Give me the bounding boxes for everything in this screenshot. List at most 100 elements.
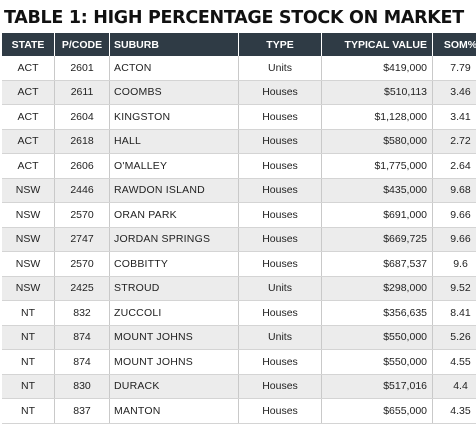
suburb-cell: JORDAN SPRINGS [110, 227, 239, 252]
typical-value-cell: $517,016 [322, 374, 433, 399]
state-cell: ACT [2, 105, 55, 130]
table-title: TABLE 1: HIGH PERCENTAGE STOCK ON MARKET [4, 5, 464, 31]
postcode-cell: 2446 [55, 178, 110, 203]
som-cell: 3.46 [433, 80, 476, 105]
suburb-cell: ACTON [110, 56, 239, 80]
type-cell: Houses [239, 301, 322, 326]
postcode-cell: 2606 [55, 154, 110, 179]
type-cell: Houses [239, 154, 322, 179]
som-cell: 9.66 [433, 227, 476, 252]
som-cell: 4.55 [433, 350, 476, 375]
suburb-cell: DURACK [110, 374, 239, 399]
som-cell: 8.41 [433, 301, 476, 326]
type-cell: Houses [239, 105, 322, 130]
postcode-cell: 832 [55, 301, 110, 326]
suburb-cell: ORAN PARK [110, 203, 239, 228]
typical-value-cell: $669,725 [322, 227, 433, 252]
postcode-cell: 874 [55, 350, 110, 375]
som-cell: 9.52 [433, 276, 476, 301]
type-cell: Units [239, 56, 322, 80]
typical-value-cell: $356,635 [322, 301, 433, 326]
type-cell: Houses [239, 129, 322, 154]
state-cell: NT [2, 301, 55, 326]
column-header-type: TYPE [239, 33, 322, 56]
typical-value-cell: $1,128,000 [322, 105, 433, 130]
state-cell: ACT [2, 80, 55, 105]
column-header-typical-value: TYPICAL VALUE [322, 33, 433, 56]
typical-value-cell: $419,000 [322, 56, 433, 80]
suburb-cell: KINGSTON [110, 105, 239, 130]
typical-value-cell: $510,113 [322, 80, 433, 105]
typical-value-cell: $550,000 [322, 350, 433, 375]
type-cell: Houses [239, 350, 322, 375]
typical-value-cell: $435,000 [322, 178, 433, 203]
som-cell: 9.68 [433, 178, 476, 203]
typical-value-cell: $1,775,000 [322, 154, 433, 179]
som-cell: 3.41 [433, 105, 476, 130]
som-cell: 4.4 [433, 374, 476, 399]
type-cell: Houses [239, 203, 322, 228]
suburb-cell: O'MALLEY [110, 154, 239, 179]
type-cell: Units [239, 325, 322, 350]
type-cell: Houses [239, 227, 322, 252]
postcode-cell: 2425 [55, 276, 110, 301]
column-header-state: STATE [2, 33, 55, 56]
typical-value-cell: $550,000 [322, 325, 433, 350]
postcode-cell: 2570 [55, 252, 110, 277]
suburb-cell: COOMBS [110, 80, 239, 105]
column-header-suburb: SUBURB [110, 33, 239, 56]
state-cell: NT [2, 350, 55, 375]
typical-value-cell: $691,000 [322, 203, 433, 228]
postcode-cell: 874 [55, 325, 110, 350]
column-header-postcode: P/CODE [55, 33, 110, 56]
state-cell: NSW [2, 178, 55, 203]
postcode-cell: 2570 [55, 203, 110, 228]
state-cell: ACT [2, 56, 55, 80]
state-cell: ACT [2, 129, 55, 154]
suburb-cell: MOUNT JOHNS [110, 350, 239, 375]
postcode-cell: 830 [55, 374, 110, 399]
som-cell: 9.66 [433, 203, 476, 228]
suburb-cell: COBBITTY [110, 252, 239, 277]
som-cell: 2.64 [433, 154, 476, 179]
table-header: STATE P/CODE SUBURB TYPE TYPICAL VALUE S… [2, 33, 476, 56]
som-cell: 9.6 [433, 252, 476, 277]
som-cell: 2.72 [433, 129, 476, 154]
suburb-cell: ZUCCOLI [110, 301, 239, 326]
state-cell: NSW [2, 203, 55, 228]
typical-value-cell: $298,000 [322, 276, 433, 301]
header-row: STATE P/CODE SUBURB TYPE TYPICAL VALUE S… [2, 33, 476, 56]
som-cell: 7.79 [433, 56, 476, 80]
state-cell: NT [2, 325, 55, 350]
typical-value-cell: $580,000 [322, 129, 433, 154]
type-cell: Houses [239, 252, 322, 277]
column-header-som: SOM% [433, 33, 476, 56]
suburb-cell: HALL [110, 129, 239, 154]
state-cell: ACT [2, 154, 55, 179]
suburb-cell: RAWDON ISLAND [110, 178, 239, 203]
postcode-cell: 2601 [55, 56, 110, 80]
type-cell: Units [239, 276, 322, 301]
suburb-cell: MOUNT JOHNS [110, 325, 239, 350]
postcode-cell: 2618 [55, 129, 110, 154]
state-cell: NSW [2, 276, 55, 301]
postcode-cell: 2604 [55, 105, 110, 130]
state-cell: NT [2, 374, 55, 399]
state-cell: NSW [2, 227, 55, 252]
table-figure: TABLE 1: HIGH PERCENTAGE STOCK ON MARKET… [0, 0, 476, 411]
som-cell: 5.26 [433, 325, 476, 350]
